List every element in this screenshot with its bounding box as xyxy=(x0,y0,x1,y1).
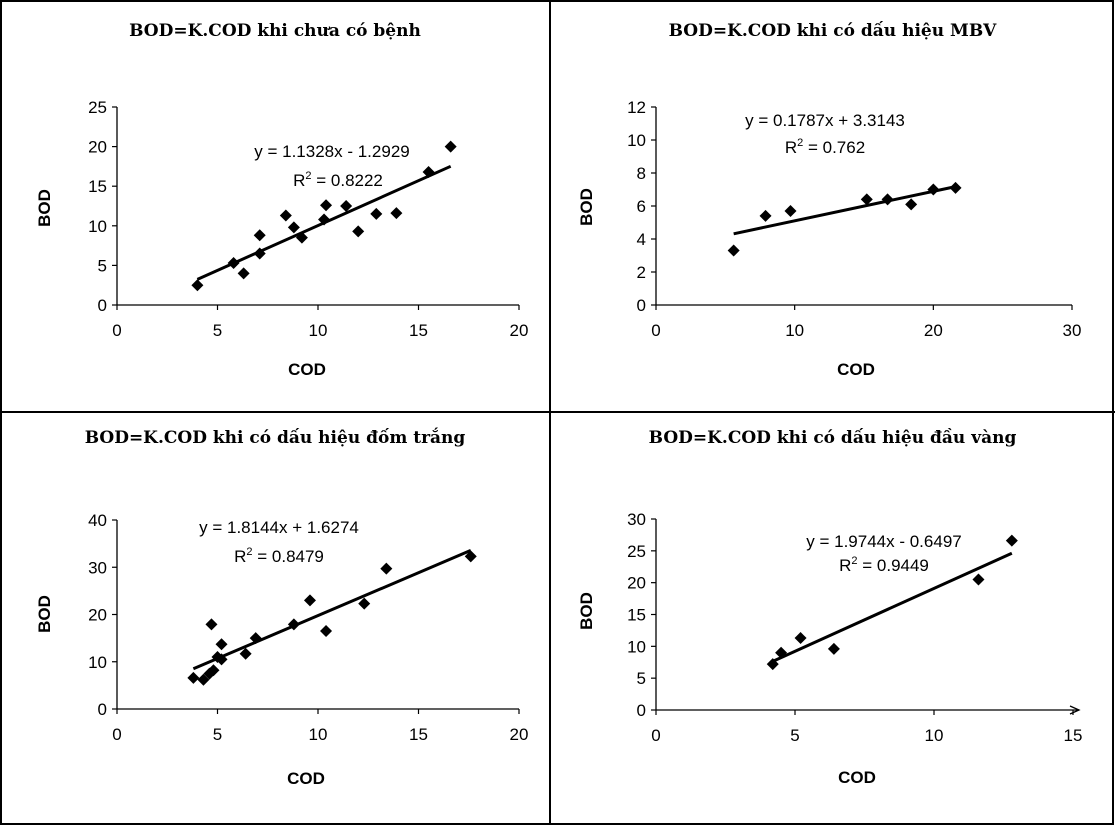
data-point xyxy=(205,618,218,631)
data-point xyxy=(380,562,393,575)
data-point xyxy=(237,267,250,280)
y-tick-label: 30 xyxy=(88,558,107,577)
x-tick-label: 20 xyxy=(510,321,529,340)
y-axis-label: BOD xyxy=(35,595,54,633)
scatter-chart: 0 5 10 15 20 25 30 0 5 10 15 COD BOD y = 1.9744x - 0.… xyxy=(577,510,1083,787)
y-tick-label: 20 xyxy=(88,606,107,625)
data-point xyxy=(303,594,316,607)
data-point xyxy=(320,625,333,638)
y-tick-label: 20 xyxy=(627,574,646,593)
data-point xyxy=(905,198,918,211)
data-point xyxy=(279,209,292,222)
x-tick-label: 10 xyxy=(925,726,944,745)
chart-panel: BOD=K.COD khi có dấu hiệu MBV 0 2 4 6 8 10 12 0… xyxy=(550,0,1115,412)
r-squared: R2 = 0.762 xyxy=(785,137,865,157)
trendline xyxy=(733,185,956,236)
y-tick-label: 10 xyxy=(627,637,646,656)
x-tick-label: 0 xyxy=(651,321,660,340)
data-point xyxy=(215,638,228,651)
x-axis-label: COD xyxy=(288,360,326,379)
y-tick-label: 25 xyxy=(627,542,646,561)
data-point xyxy=(727,244,740,257)
data-point xyxy=(422,165,435,178)
data-point xyxy=(187,671,200,684)
data-point xyxy=(1005,534,1018,547)
data-point xyxy=(352,225,365,238)
x-tick-label: 10 xyxy=(309,725,328,744)
x-tick-label: 20 xyxy=(510,725,529,744)
scatter-chart: 0 10 20 30 40 0 5 10 15 20 COD BOD y = 1.8144x + 1.6… xyxy=(35,511,529,788)
x-tick-label: 15 xyxy=(1064,726,1083,745)
r-squared: R2 = 0.9449 xyxy=(839,555,929,575)
x-tick-label: 20 xyxy=(924,321,943,340)
y-tick-label: 0 xyxy=(637,701,646,720)
y-tick-label: 5 xyxy=(98,256,107,275)
trend-equation: y = 1.9744x - 0.6497 xyxy=(806,532,961,551)
x-tick-label: 0 xyxy=(112,321,121,340)
x-tick-label: 0 xyxy=(112,725,121,744)
data-point xyxy=(881,193,894,206)
data-point xyxy=(794,632,807,645)
trend-equation: y = 1.1328x - 1.2929 xyxy=(254,142,409,161)
data-point xyxy=(390,207,403,220)
x-tick-label: 10 xyxy=(785,321,804,340)
data-point xyxy=(358,597,371,610)
y-tick-label: 0 xyxy=(637,296,646,315)
y-tick-label: 25 xyxy=(88,98,107,117)
y-tick-label: 40 xyxy=(88,511,107,530)
data-point xyxy=(287,221,300,234)
y-axis-label: BOD xyxy=(577,188,596,226)
x-axis-label: COD xyxy=(287,769,325,788)
x-tick-label: 15 xyxy=(409,725,428,744)
r-squared: R2 = 0.8479 xyxy=(234,546,324,566)
x-tick-label: 0 xyxy=(651,726,660,745)
y-tick-label: 15 xyxy=(88,177,107,196)
data-point xyxy=(191,279,204,292)
r-squared: R2 = 0.8222 xyxy=(293,170,383,190)
y-tick-label: 10 xyxy=(88,653,107,672)
data-point xyxy=(949,181,962,194)
y-tick-label: 10 xyxy=(627,131,646,150)
x-tick-label: 5 xyxy=(790,726,799,745)
chart-panel: BOD=K.COD khi chưa có bệnh 0 5 10 15 20 25 0 5 1… xyxy=(0,0,550,412)
y-tick-label: 5 xyxy=(637,669,646,688)
y-tick-label: 6 xyxy=(637,197,646,216)
y-tick-label: 0 xyxy=(98,296,107,315)
scatter-chart: 0 5 10 15 20 25 0 5 10 15 20 COD BOD y = 1.1328x - 1.… xyxy=(35,98,529,379)
y-tick-label: 15 xyxy=(627,606,646,625)
chart-panel: BOD=K.COD khi có dấu hiệu đầu vàng 0 5 10 1… xyxy=(550,412,1115,825)
data-point xyxy=(759,209,772,222)
x-tick-label: 5 xyxy=(213,321,222,340)
data-point xyxy=(370,207,383,220)
trend-equation: y = 0.1787x + 3.3143 xyxy=(745,111,905,130)
y-tick-label: 4 xyxy=(637,230,646,249)
trend-equation: y = 1.8144x + 1.6274 xyxy=(199,518,359,537)
x-axis-label: COD xyxy=(838,768,876,787)
data-point xyxy=(444,140,457,153)
y-tick-label: 30 xyxy=(627,510,646,529)
y-tick-label: 20 xyxy=(88,138,107,157)
scatter-chart: 0 2 4 6 8 10 12 0 10 20 30 COD BOD y = 0.1787x + 3.31… xyxy=(577,98,1082,379)
y-tick-label: 12 xyxy=(627,98,646,117)
data-point xyxy=(784,204,797,217)
y-tick-label: 8 xyxy=(637,164,646,183)
y-tick-label: 2 xyxy=(637,263,646,282)
y-tick-label: 10 xyxy=(88,217,107,236)
data-point xyxy=(972,573,985,586)
x-tick-label: 5 xyxy=(213,725,222,744)
data-point xyxy=(227,257,240,270)
y-axis-label: BOD xyxy=(577,592,596,630)
x-tick-label: 10 xyxy=(309,321,328,340)
data-point xyxy=(320,199,333,212)
x-tick-label: 30 xyxy=(1063,321,1082,340)
y-axis-label: BOD xyxy=(35,189,54,227)
trendline xyxy=(192,549,472,671)
chart-panel: BOD=K.COD khi có dấu hiệu đốm trắng 0 10 2… xyxy=(0,412,550,825)
data-point xyxy=(827,642,840,655)
y-tick-label: 0 xyxy=(98,700,107,719)
x-axis-label: COD xyxy=(837,360,875,379)
x-tick-label: 15 xyxy=(409,321,428,340)
data-point xyxy=(253,229,266,242)
